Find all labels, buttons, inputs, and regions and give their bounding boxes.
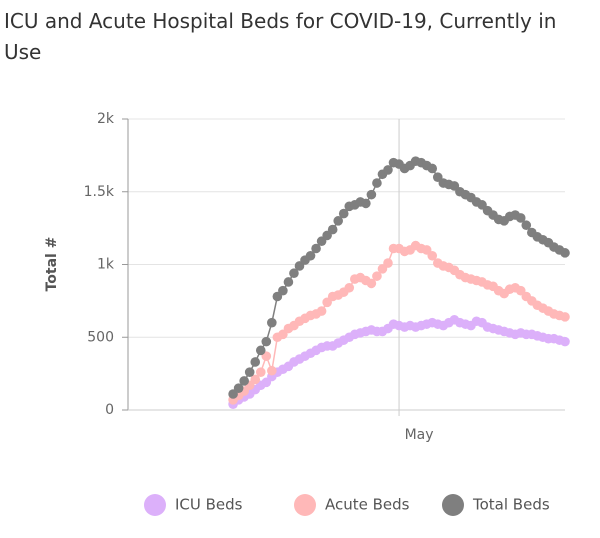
y-tick-label: 500: [87, 329, 114, 345]
point: [383, 165, 393, 175]
point: [244, 367, 255, 377]
point: [344, 282, 355, 293]
legend-marker: [144, 494, 166, 516]
series: [228, 156, 570, 399]
legend-label: Total Beds: [472, 496, 550, 514]
point: [267, 317, 277, 328]
y-tick-label: 0: [105, 402, 114, 418]
point: [427, 250, 438, 261]
y-tick-label: 1k: [97, 257, 115, 273]
point: [289, 268, 299, 279]
legend-label: ICU Beds: [175, 496, 243, 514]
point: [255, 367, 266, 377]
point: [305, 250, 316, 261]
point: [427, 163, 438, 174]
point: [366, 278, 377, 289]
point: [283, 277, 294, 287]
point: [250, 357, 261, 367]
point: [372, 271, 382, 281]
chart-title: ICU and Acute Hospital Beds for COVID-19…: [4, 9, 557, 64]
x-tick-label: May: [405, 427, 434, 443]
point: [521, 220, 532, 231]
point: [233, 383, 244, 393]
point: [560, 248, 570, 258]
point: [267, 365, 277, 376]
point: [327, 224, 338, 235]
legend-label: Acute Beds: [325, 496, 410, 514]
y-axis-label: Total #: [44, 237, 60, 292]
y-tick-label: 1.5k: [84, 184, 115, 200]
point: [333, 216, 344, 226]
point: [250, 374, 261, 385]
point: [372, 178, 382, 188]
point: [239, 376, 249, 386]
point: [261, 336, 272, 347]
legend-marker: [294, 494, 316, 516]
point: [311, 243, 321, 254]
point: [255, 345, 266, 356]
point: [338, 208, 349, 219]
point: [560, 312, 570, 322]
legend-marker: [442, 494, 464, 516]
point: [316, 306, 327, 316]
point: [515, 213, 526, 223]
point: [278, 285, 288, 296]
point: [361, 198, 371, 209]
y-tick-label: 2k: [97, 111, 115, 127]
point: [560, 336, 570, 347]
point: [366, 189, 377, 200]
point: [383, 258, 393, 268]
